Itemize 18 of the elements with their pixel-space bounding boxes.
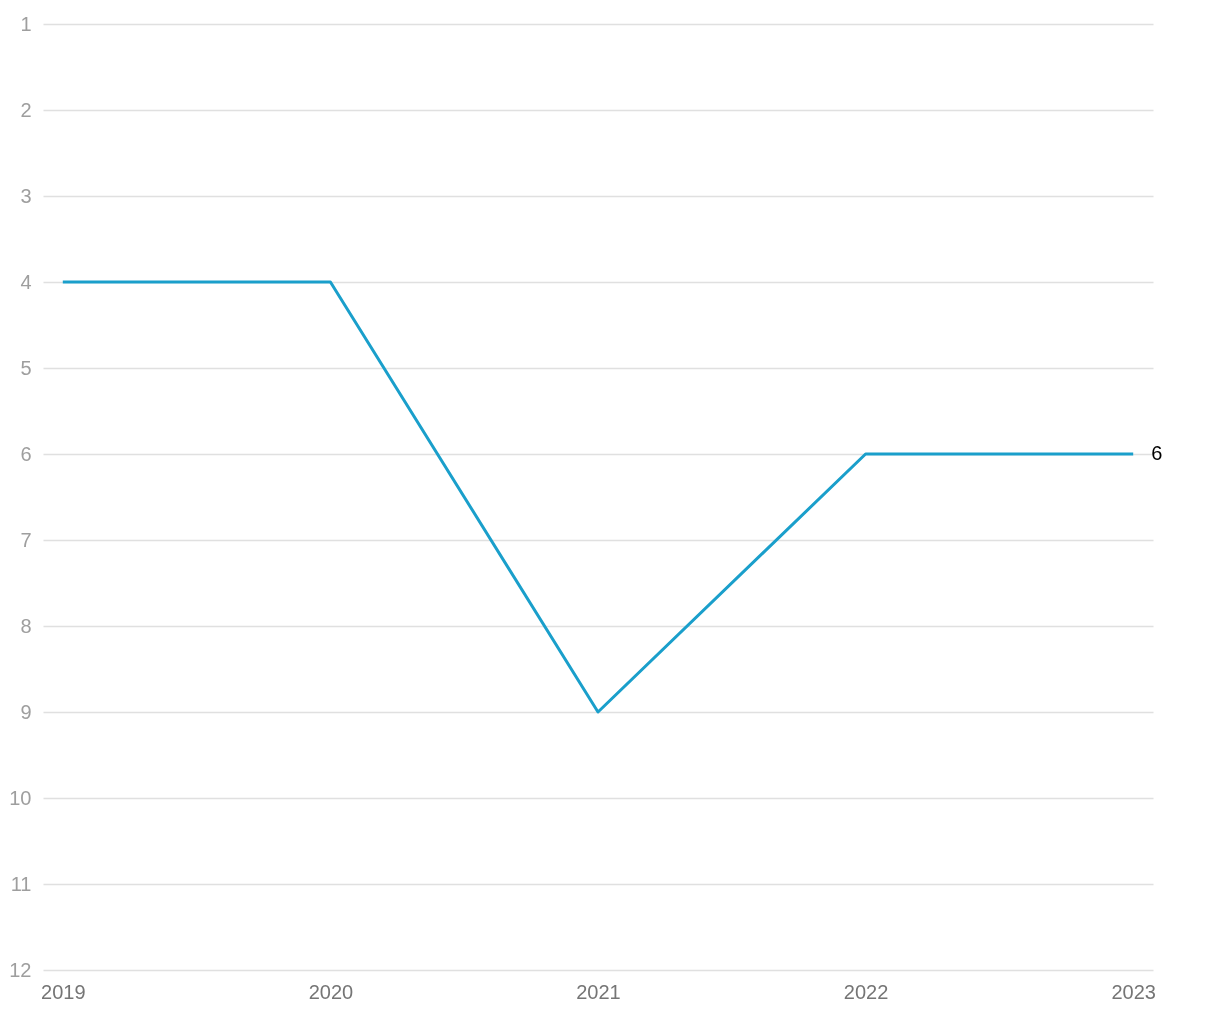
- y-tick-label: 5: [20, 356, 32, 379]
- data-label: 6: [1151, 442, 1163, 464]
- x-tick-label: 2021: [576, 980, 621, 1003]
- y-tick-label: 10: [9, 786, 32, 809]
- x-tick-label: 2022: [843, 980, 889, 1003]
- y-tick-label: 7: [20, 528, 32, 551]
- y-tick-label: 1: [20, 12, 32, 35]
- y-tick-label: 12: [9, 958, 32, 981]
- y-tick-label: 8: [20, 614, 32, 637]
- y-tick-label: 9: [20, 700, 32, 723]
- x-tick-label: 2023: [1111, 980, 1156, 1003]
- x-tick-label: 2020: [308, 980, 354, 1003]
- y-tick-label: 3: [20, 184, 32, 207]
- y-tick-label: 2: [20, 98, 32, 121]
- y-tick-label: 11: [10, 872, 32, 895]
- y-tick-label: 4: [20, 270, 32, 293]
- y-tick-label: 6: [20, 442, 32, 465]
- x-tick-label: 2019: [41, 980, 86, 1003]
